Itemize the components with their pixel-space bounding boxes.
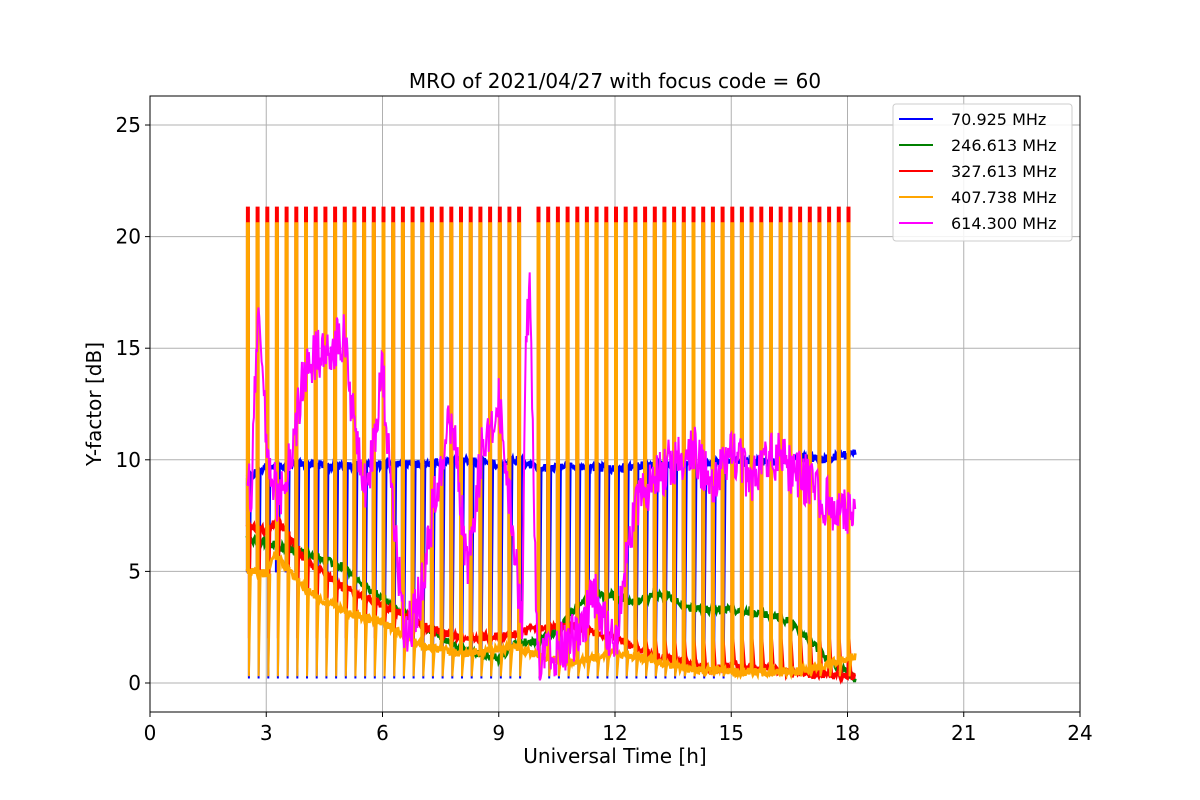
calibration-spike <box>652 222 659 677</box>
calibration-spike <box>410 222 417 677</box>
calibration-spike <box>507 222 514 677</box>
legend-label: 70.925 MHz <box>951 110 1046 129</box>
calibration-spike <box>788 222 795 677</box>
x-tick-label: 3 <box>260 721 273 745</box>
calibration-spike <box>584 222 591 677</box>
axis-ticks: 0 3 6 9 12 15 18 21 24 0 5 10 15 20 25 <box>116 113 1093 745</box>
calibration-spike <box>265 222 272 677</box>
calibration-spike <box>304 222 310 677</box>
calibration-spike <box>323 222 330 677</box>
calibration-spike <box>362 222 369 677</box>
y-axis-label: Y-factor [dB] <box>82 342 106 467</box>
calibration-spike <box>546 222 553 677</box>
y-tick-label: 5 <box>128 559 141 583</box>
calibration-spike <box>517 222 524 677</box>
y-tick-label: 0 <box>128 671 141 695</box>
x-tick-label: 18 <box>835 721 860 745</box>
calibration-spike <box>371 222 378 677</box>
calibration-spike <box>827 222 834 677</box>
x-tick-label: 15 <box>719 721 744 745</box>
calibration-spike <box>420 222 427 677</box>
calibration-spike <box>449 222 456 677</box>
calibration-spike <box>836 222 843 677</box>
x-tick-label: 12 <box>602 721 627 745</box>
calibration-spike <box>468 222 475 677</box>
series-407-738-mhz <box>245 222 857 681</box>
calibration-spike <box>342 222 349 677</box>
x-tick-label: 21 <box>951 721 976 745</box>
calibration-spike <box>294 222 301 677</box>
calibration-spike <box>429 222 436 677</box>
calibration-spike <box>274 222 281 677</box>
legend-label: 614.300 MHz <box>951 214 1056 233</box>
calibration-spike <box>807 222 814 677</box>
calibration-spike <box>478 222 485 677</box>
calibration-spike <box>701 222 708 677</box>
x-tick-label: 24 <box>1067 721 1092 745</box>
chart-title: MRO of 2021/04/27 with focus code = 60 <box>409 69 821 93</box>
legend-box <box>892 103 1073 242</box>
calibration-spike <box>333 222 340 677</box>
calibration-spike <box>672 222 679 677</box>
calibration-spike <box>730 222 737 677</box>
calibration-spike <box>352 222 359 677</box>
calibration-spike <box>614 222 620 677</box>
y-tick-label: 25 <box>116 113 141 137</box>
x-axis-label: Universal Time [h] <box>523 744 706 768</box>
legend-label: 246.613 MHz <box>951 136 1056 155</box>
calibration-spike <box>604 222 611 677</box>
legend-label: 407.738 MHz <box>951 188 1056 207</box>
series-baseline <box>246 272 857 681</box>
calibration-spike <box>691 222 698 677</box>
calibration-spike <box>643 222 650 677</box>
calibration-spike <box>769 222 775 677</box>
series-baseline <box>245 533 857 683</box>
calibration-spike <box>778 222 785 677</box>
calibration-spike <box>798 222 805 677</box>
x-tick-label: 6 <box>376 721 389 745</box>
calibration-spike <box>749 222 756 677</box>
series-614-300-mhz <box>246 272 857 681</box>
calibration-spike <box>391 222 398 677</box>
calibration-spike <box>255 222 262 677</box>
calibration-spike <box>575 222 582 677</box>
calibration-spike <box>313 222 320 677</box>
calibration-spike <box>623 222 630 677</box>
y-tick-label: 20 <box>116 225 141 249</box>
calibration-spike <box>662 222 669 677</box>
calibration-spike <box>245 222 252 677</box>
calibration-spike <box>488 222 495 677</box>
calibration-spike <box>400 222 407 677</box>
legend: 70.925 MHz 246.613 MHz 327.613 MHz 407.738 … <box>892 103 1073 242</box>
x-tick-label: 0 <box>144 721 157 745</box>
calibration-spike <box>759 222 766 677</box>
calibration-spike <box>594 222 601 677</box>
calibration-spike <box>439 222 446 677</box>
calibration-spike <box>739 222 746 677</box>
y-tick-label: 15 <box>116 336 141 360</box>
calibration-spike <box>459 222 465 677</box>
calibration-spike <box>846 222 853 677</box>
calibration-spike <box>817 222 824 677</box>
series-group <box>245 206 857 685</box>
y-tick-label: 10 <box>116 448 141 472</box>
series-246-613-mhz <box>245 533 857 683</box>
legend-label: 327.613 MHz <box>951 162 1056 181</box>
calibration-spike <box>565 222 572 677</box>
calibration-spike <box>497 222 504 677</box>
calibration-spike <box>710 222 717 677</box>
calibration-spike <box>681 222 688 677</box>
calibration-spike <box>284 222 291 677</box>
calibration-spike <box>633 222 640 677</box>
x-tick-label: 9 <box>492 721 505 745</box>
calibration-spike <box>720 222 727 677</box>
calibration-spike <box>555 222 562 677</box>
